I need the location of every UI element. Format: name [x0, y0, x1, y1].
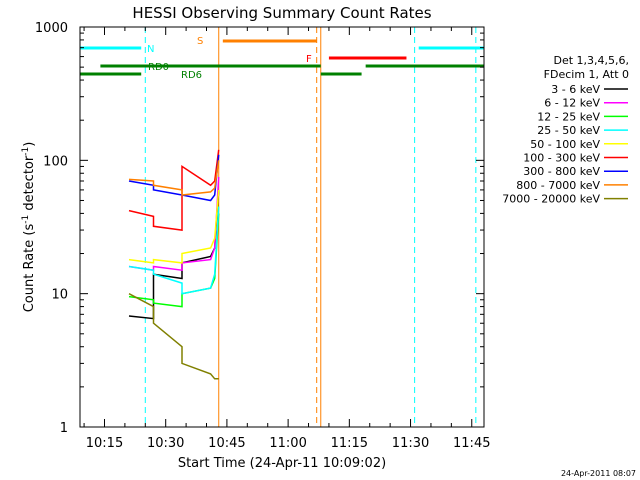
legend-label: 300 - 800 keV: [523, 165, 600, 178]
legend-label: 7000 - 20000 keV: [502, 193, 600, 206]
x-tick-label: 10:15: [86, 436, 123, 451]
legend: Det 1,3,4,5,6,FDecim 1, Att 0 3 - 6 keV6 …: [502, 54, 629, 206]
x-tick-label: 10:30: [147, 436, 184, 451]
y-tick-label: 1: [60, 421, 68, 436]
y-axis: 1 10 100 1000: [35, 21, 484, 436]
y-axis-label-text: Count Rate (s: [22, 224, 37, 313]
chart-title: HESSI Observing Summary Count Rates: [132, 4, 431, 22]
legend-header: Det 1,3,4,5,6,: [553, 54, 629, 67]
legend-label: 100 - 300 keV: [523, 152, 600, 165]
legend-label: 12 - 25 keV: [537, 110, 600, 123]
y-axis-label-text: ): [22, 142, 37, 147]
series-line-4: [128, 206, 220, 295]
legend-label: 25 - 50 keV: [537, 124, 600, 137]
series-line-7: [128, 154, 220, 202]
annotation-label: N: [147, 44, 154, 55]
series-line-9: [128, 293, 219, 380]
x-axis-label: Start Time (24-Apr-11 10:09:02): [178, 456, 386, 471]
y-axis-label: Count Rate (s-1 detector-1): [21, 142, 37, 313]
legend-header: FDecim 1, Att 0: [544, 68, 629, 81]
series-line-6: [128, 149, 220, 231]
y-tick-label: 10: [51, 288, 68, 303]
legend-label: 6 - 12 keV: [544, 97, 600, 110]
series-line-2: [128, 176, 220, 272]
plot-content: N RD0 RD6 S F: [79, 27, 484, 427]
annotation-label: S: [197, 36, 203, 47]
legend-label: 800 - 7000 keV: [516, 179, 600, 192]
x-tick-label: 11:45: [453, 436, 490, 451]
series-line-5: [128, 189, 220, 264]
x-tick-label: 11:30: [392, 436, 429, 451]
series-line-3: [128, 213, 220, 308]
x-tick-label: 11:15: [331, 436, 368, 451]
y-axis-label-superscript: -1: [21, 147, 31, 156]
annotation-label: RD0: [148, 62, 169, 73]
plot-frame: [79, 26, 485, 428]
x-tick-label: 10:45: [208, 436, 245, 451]
x-tick-label: 11:00: [269, 436, 306, 451]
series-line-1: [128, 189, 220, 320]
y-tick-label: 1000: [35, 21, 68, 36]
series-line-8: [128, 160, 220, 196]
y-tick-label: 100: [43, 154, 68, 169]
annotation-label: RD6: [181, 70, 202, 81]
y-axis-label-superscript: -1: [21, 215, 31, 224]
legend-label: 50 - 100 keV: [530, 138, 600, 151]
x-axis: 10:15 10:30 10:45 11:00 11:15 11:30 11:45: [83, 27, 490, 451]
annotation-label: F: [306, 54, 312, 65]
y-axis-label-text: detector: [22, 155, 37, 215]
timestamp: 24-Apr-2011 08:07: [561, 469, 636, 478]
legend-label: 3 - 6 keV: [551, 83, 600, 96]
